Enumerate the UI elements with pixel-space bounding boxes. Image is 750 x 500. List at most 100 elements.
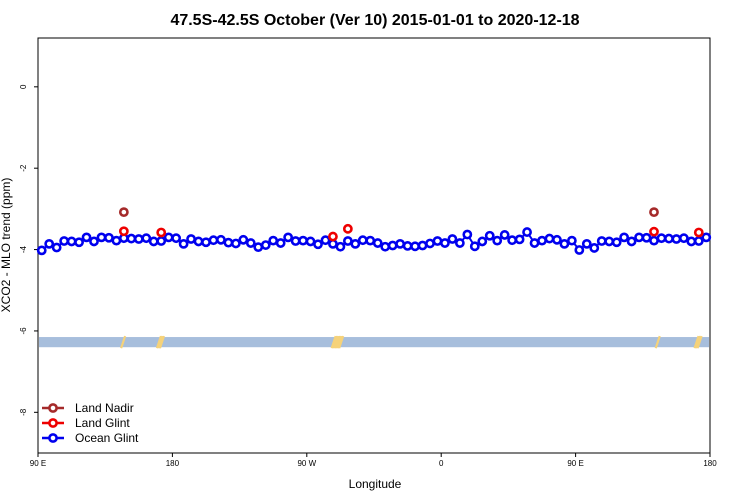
data-point (693, 227, 704, 238)
data-point (499, 230, 510, 240)
x-tick-label: 90 E (567, 459, 583, 468)
data-point (305, 236, 316, 247)
data-point (81, 232, 92, 243)
data-point (126, 233, 137, 244)
legend-label: Land Nadir (75, 401, 134, 415)
y-tick-label: 0 (19, 84, 28, 89)
data-point (230, 238, 241, 249)
series-ocean-glint (36, 227, 712, 256)
legend-marker (48, 433, 58, 443)
y-axis: 0 -2 -4 -6 -8 (19, 84, 38, 416)
data-point (559, 238, 570, 249)
data-point (454, 238, 465, 248)
data-point (410, 241, 420, 252)
data-point (641, 232, 652, 243)
data-point (148, 236, 159, 247)
y-tick-label: -2 (19, 164, 28, 172)
data-point (66, 236, 77, 247)
data-point (141, 233, 152, 244)
data-point (245, 238, 256, 248)
legend-item: Land Nadir (42, 401, 134, 415)
y-tick-label: -4 (19, 245, 28, 253)
data-point (537, 235, 547, 246)
x-axis: 90 E 180 90 W 0 90 E 180 (30, 453, 717, 468)
data-point (649, 226, 659, 237)
land-mark (654, 335, 661, 349)
data-point (552, 234, 562, 245)
land-mark (330, 335, 337, 349)
data-point (163, 232, 174, 243)
data-point (492, 235, 503, 246)
data-point (619, 232, 630, 243)
data-point (365, 235, 376, 246)
ocean-band (39, 337, 709, 348)
data-point (290, 236, 301, 246)
data-point (342, 223, 353, 234)
land-mark (120, 335, 127, 349)
x-tick-label: 0 (439, 459, 444, 468)
data-point (581, 238, 592, 249)
data-point (566, 235, 577, 246)
land-mark (155, 335, 163, 349)
land-mark (158, 335, 165, 349)
data-point (171, 233, 182, 244)
data-point (574, 245, 585, 255)
data-point (626, 236, 637, 247)
data-point (372, 238, 383, 248)
legend-item: Ocean Glint (42, 431, 139, 445)
data-point (44, 238, 55, 249)
data-point (529, 238, 540, 248)
data-point (656, 233, 667, 244)
legend-label: Ocean Glint (75, 431, 139, 445)
land-mark (333, 335, 340, 349)
data-point (522, 227, 532, 237)
x-tick-label: 90 W (297, 459, 316, 468)
data-point (350, 238, 361, 249)
chart-title: 47.5S-42.5S October (Ver 10) 2015-01-01 … (170, 12, 579, 29)
data-point (678, 233, 689, 244)
land-mark (338, 335, 345, 349)
data-point (335, 241, 346, 252)
data-point (447, 234, 458, 244)
data-point (133, 234, 144, 244)
data-point (477, 236, 488, 247)
data-point (216, 234, 226, 245)
legend-marker (48, 418, 58, 428)
y-axis-label: XCO2 - MLO trend (ppm) (0, 178, 13, 313)
data-point (596, 236, 607, 246)
data-point (604, 236, 615, 247)
data-point (298, 235, 308, 246)
data-point (634, 232, 644, 243)
data-point (268, 235, 279, 246)
data-point (507, 235, 518, 246)
x-axis-label: Longitude (349, 477, 402, 491)
data-point (36, 245, 47, 256)
x-tick-label: 180 (166, 459, 180, 468)
series-land-glint (118, 223, 704, 242)
data-point (387, 240, 398, 251)
data-point (89, 236, 99, 247)
data-point (417, 240, 428, 251)
data-point (649, 235, 659, 246)
data-point (469, 241, 480, 252)
data-point (701, 232, 712, 243)
data-point (51, 242, 62, 253)
data-point (432, 236, 443, 246)
data-point (275, 238, 286, 248)
land-mark (157, 335, 164, 349)
data-point (649, 207, 659, 218)
data-point (201, 237, 211, 248)
y-tick-label: -8 (19, 408, 28, 416)
data-point (664, 233, 674, 244)
legend-marker (48, 403, 58, 413)
x-tick-label: 180 (703, 459, 717, 468)
data-point (238, 234, 249, 245)
land-mark (693, 335, 700, 349)
x-tick-label: 90 E (30, 459, 46, 468)
data-point (611, 237, 622, 248)
data-point (156, 236, 167, 246)
data-point (357, 235, 368, 246)
data-point (514, 234, 525, 245)
data-point (111, 235, 122, 246)
